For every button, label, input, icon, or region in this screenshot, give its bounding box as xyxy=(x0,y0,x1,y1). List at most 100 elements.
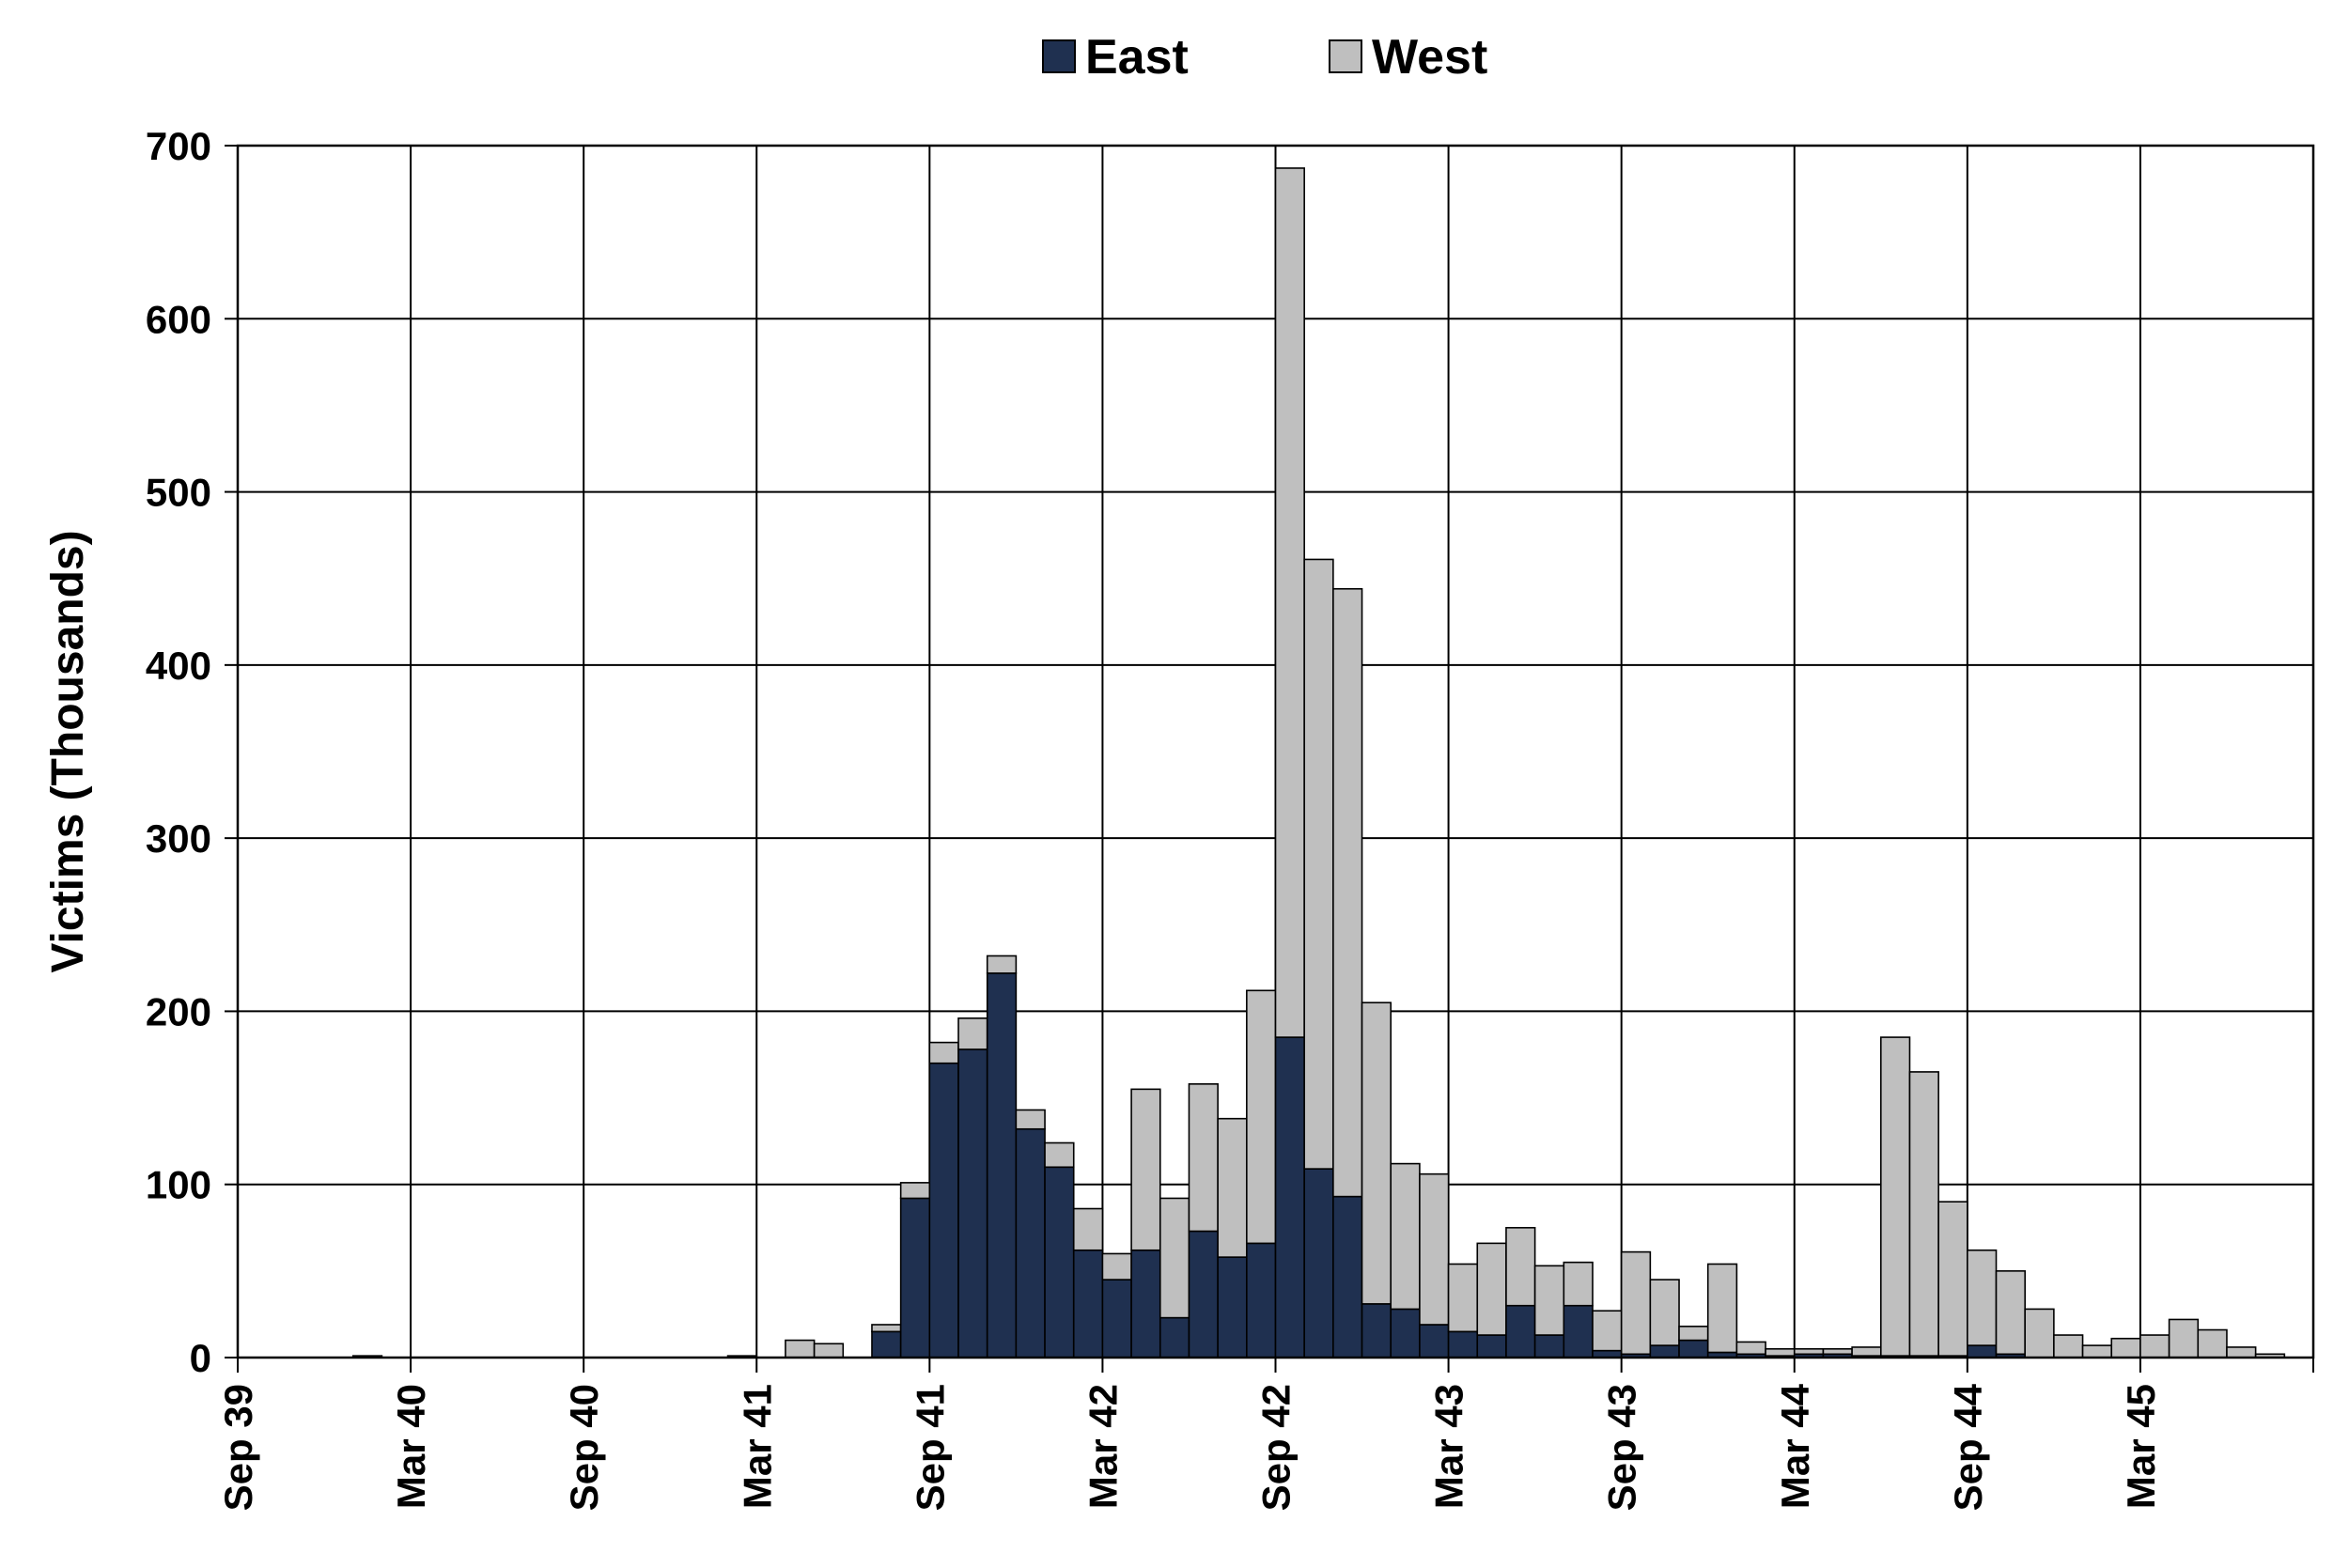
bar-west xyxy=(1101,1252,1132,1281)
bar-west xyxy=(1620,1250,1652,1356)
legend-label-east: East xyxy=(1085,30,1189,85)
x-tick-label: Sep 40 xyxy=(562,1384,606,1511)
bar-east xyxy=(928,1062,959,1358)
bar-west xyxy=(2053,1334,2084,1358)
x-tick-label: Sep 39 xyxy=(216,1384,260,1511)
y-axis-label: Victims (Thousands) xyxy=(43,530,93,972)
bar-east xyxy=(1274,1036,1305,1358)
bar-west xyxy=(1967,1249,1998,1346)
y-tick-label: 600 xyxy=(146,297,211,341)
bar-east xyxy=(986,972,1018,1358)
bar-west xyxy=(1130,1088,1161,1251)
bar-west xyxy=(1361,1001,1392,1305)
bar-east xyxy=(1332,1195,1363,1358)
bar-east xyxy=(1044,1166,1075,1358)
legend-label-west: West xyxy=(1372,30,1487,85)
bar-east xyxy=(1159,1316,1190,1358)
bar-east xyxy=(1188,1230,1219,1358)
bar-west xyxy=(2197,1328,2228,1358)
legend: East West xyxy=(1042,30,1487,85)
bar-west xyxy=(1246,989,1277,1245)
bar-west xyxy=(1217,1117,1248,1258)
bar-east xyxy=(1967,1344,1998,1358)
x-tick-label: Sep 43 xyxy=(1600,1384,1644,1511)
y-tick-label: 300 xyxy=(146,816,211,861)
bar-west xyxy=(2081,1344,2113,1358)
y-tick-label: 0 xyxy=(190,1336,211,1380)
bar-west xyxy=(2024,1308,2055,1358)
bar-west xyxy=(2139,1334,2170,1358)
x-tick-label: Mar 43 xyxy=(1427,1384,1471,1509)
bar-west xyxy=(1822,1347,1853,1356)
bar-east xyxy=(1101,1279,1132,1358)
x-tick-label: Mar 41 xyxy=(735,1384,779,1509)
bar-west xyxy=(1159,1197,1190,1319)
bar-west xyxy=(1044,1141,1075,1169)
x-tick-label: Mar 45 xyxy=(2119,1384,2163,1509)
y-tick-label: 500 xyxy=(146,471,211,515)
y-tick-label: 700 xyxy=(146,124,211,168)
bar-east xyxy=(1361,1303,1392,1358)
y-tick-label: 100 xyxy=(146,1163,211,1207)
bar-west xyxy=(1937,1201,1968,1357)
bar-west xyxy=(1332,587,1363,1198)
bar-west xyxy=(1678,1326,1709,1342)
x-tick-label: Mar 42 xyxy=(1081,1384,1125,1509)
legend-swatch-west xyxy=(1329,39,1362,73)
bar-east xyxy=(1563,1304,1594,1358)
x-tick-label: Sep 41 xyxy=(908,1384,952,1511)
bar-west xyxy=(1505,1226,1536,1307)
bar-west xyxy=(1533,1265,1565,1336)
x-tick-label: Mar 44 xyxy=(1773,1383,1817,1509)
bar-west xyxy=(1908,1071,1939,1357)
bar-west xyxy=(1851,1346,1882,1357)
bar-west xyxy=(899,1182,931,1200)
bar-east xyxy=(1072,1249,1104,1358)
bar-west xyxy=(1735,1341,1766,1356)
x-tick-label: Sep 42 xyxy=(1254,1384,1299,1511)
bar-west xyxy=(1879,1036,1911,1357)
bar-east xyxy=(1130,1249,1161,1358)
bar-west xyxy=(785,1339,816,1358)
bar-east xyxy=(1303,1168,1334,1358)
bar-west xyxy=(1390,1162,1421,1311)
bar-east xyxy=(1476,1334,1507,1358)
bar-west xyxy=(1188,1083,1219,1233)
axes: 0 100 200 300 400 500 600 700 Sep 39 Mar 40 Sep 40… xyxy=(146,124,2314,1511)
bar-west xyxy=(928,1041,959,1064)
bar-east xyxy=(1649,1344,1680,1358)
bars xyxy=(351,167,2286,1358)
bar-east xyxy=(957,1048,988,1358)
bar-west xyxy=(1419,1172,1450,1326)
bar-west xyxy=(1995,1270,2026,1356)
bar-west xyxy=(813,1343,845,1358)
bar-west xyxy=(1303,558,1334,1170)
bar-west xyxy=(1563,1261,1594,1307)
bar-west xyxy=(1793,1347,1825,1356)
bar-west xyxy=(986,955,1018,974)
bar-east xyxy=(1015,1127,1046,1358)
bar-east xyxy=(1390,1308,1421,1358)
bar-west xyxy=(1447,1263,1479,1333)
bar-west xyxy=(871,1324,902,1333)
bar-west xyxy=(2110,1337,2141,1358)
bar-west xyxy=(2168,1318,2200,1358)
bar-east xyxy=(1505,1304,1536,1358)
bar-west xyxy=(1706,1263,1738,1354)
y-tick-label: 200 xyxy=(146,989,211,1033)
bar-east xyxy=(1533,1334,1565,1358)
bar-east xyxy=(1678,1339,1709,1358)
bar-west xyxy=(1015,1109,1046,1130)
x-tick-label: Sep 44 xyxy=(1946,1383,1990,1511)
bar-east xyxy=(871,1330,902,1358)
bar-west xyxy=(1072,1207,1104,1251)
bar-east xyxy=(1217,1256,1248,1358)
bar-west xyxy=(1274,167,1305,1038)
bar-east xyxy=(899,1197,931,1358)
bar-east xyxy=(1447,1330,1479,1358)
bar-east xyxy=(1246,1242,1277,1358)
bar-west xyxy=(1476,1242,1507,1336)
bar-west xyxy=(1765,1347,1796,1357)
bar-west xyxy=(1649,1279,1680,1346)
